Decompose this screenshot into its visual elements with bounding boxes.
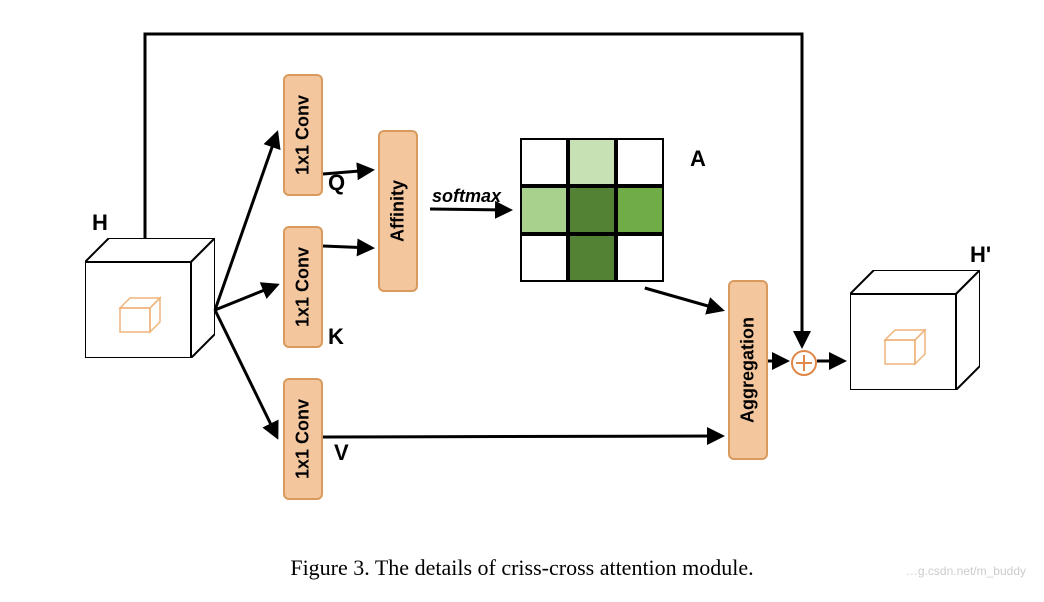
arrow-h-to-k <box>215 285 277 310</box>
arrow-h-to-v <box>215 310 277 437</box>
arrow-v-to-agg <box>323 436 722 437</box>
arrow-h-to-q <box>215 133 277 310</box>
watermark: …g.csdn.net/m_buddy <box>906 564 1026 578</box>
figure-caption: Figure 3. The details of criss-cross att… <box>0 555 1044 581</box>
arrow-q-to-affinity <box>323 170 372 174</box>
arrow-k-to-affinity <box>323 246 372 248</box>
arrows-layer <box>0 0 1044 602</box>
arrow-affinity-to-grid <box>430 209 510 210</box>
add-icon <box>791 350 817 376</box>
arrow-grid-to-agg <box>645 288 722 310</box>
